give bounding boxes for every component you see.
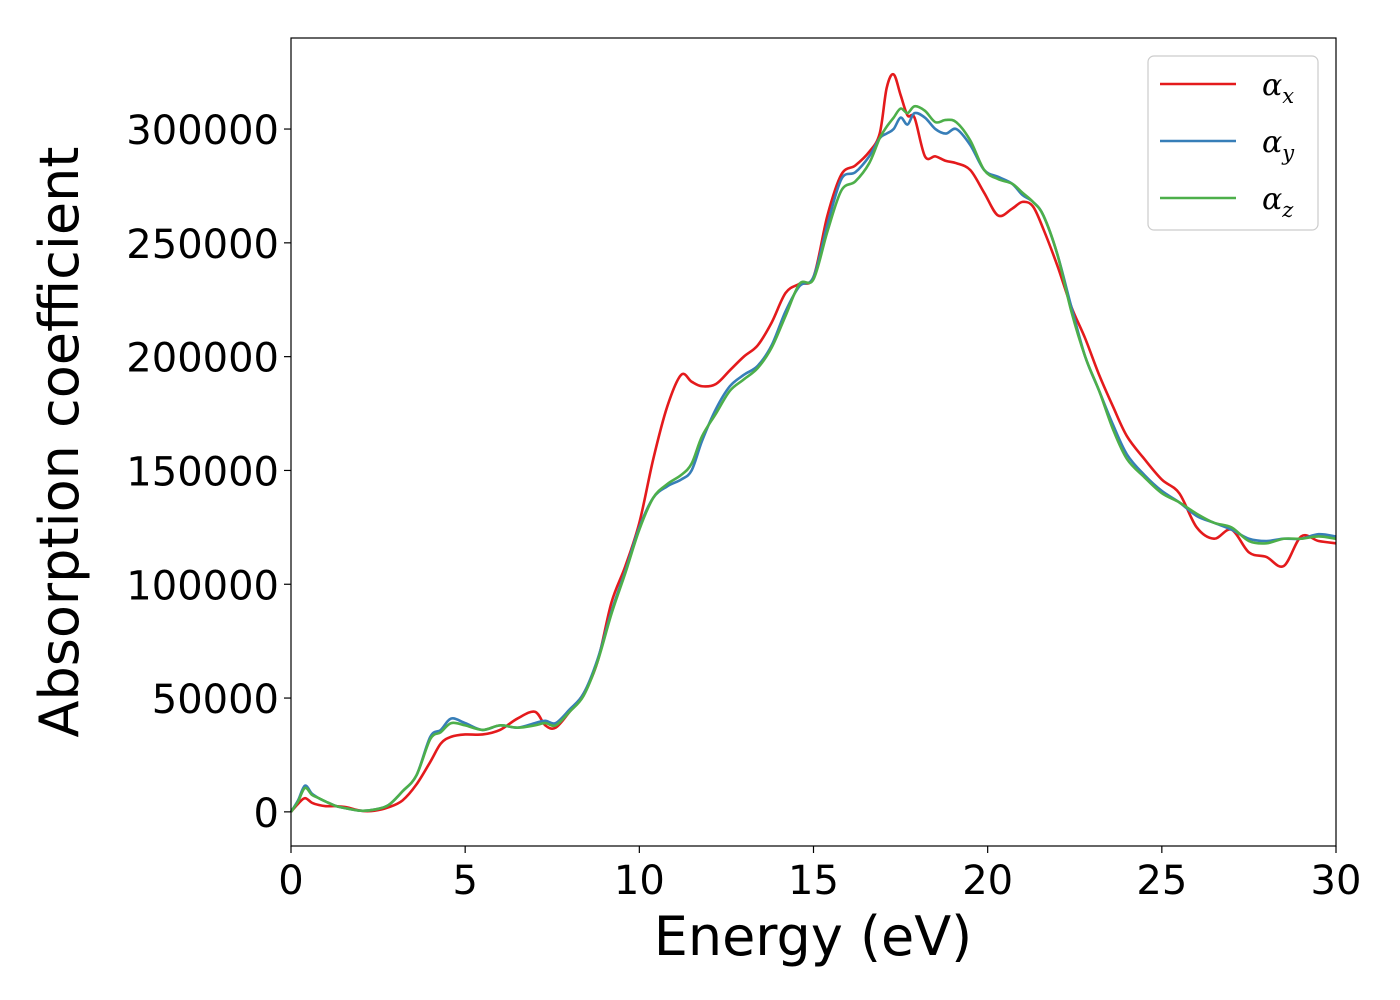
legend-label-z: αz <box>1262 182 1294 222</box>
legend-symbol: α <box>1262 125 1282 160</box>
x-tick-label: 10 <box>614 858 665 904</box>
legend-box <box>1147 55 1319 231</box>
legend-label-y: αy <box>1262 125 1295 165</box>
y-axis-ticks: 0 50000 100000 150000 200000 250000 300000 <box>126 108 291 837</box>
y-tick-label: 50000 <box>152 677 279 723</box>
legend-subscript: x <box>1282 84 1294 108</box>
y-axis-title: Absorption coefficient <box>28 147 91 738</box>
y-tick-label: 100000 <box>126 563 279 609</box>
x-axis-ticks: 0 5 10 15 20 25 30 <box>278 846 1361 904</box>
y-tick-label: 150000 <box>126 449 279 495</box>
legend-subscript: y <box>1281 141 1295 165</box>
x-tick-label: 15 <box>788 858 839 904</box>
y-tick-label: 300000 <box>126 108 279 154</box>
x-axis-title: Energy (eV) <box>654 905 973 968</box>
x-tick-label: 25 <box>1136 858 1187 904</box>
x-tick-label: 0 <box>278 858 303 904</box>
y-tick-label: 250000 <box>126 222 279 268</box>
x-tick-label: 30 <box>1311 858 1362 904</box>
legend-symbol: α <box>1262 182 1282 217</box>
series-layer <box>289 72 1337 813</box>
y-tick-label: 0 <box>254 791 279 837</box>
series-line-z <box>289 104 1337 813</box>
legend-symbol: α <box>1262 68 1282 103</box>
x-tick-label: 20 <box>962 858 1013 904</box>
legend-subscript: z <box>1281 198 1294 222</box>
y-tick-label: 200000 <box>126 336 279 382</box>
x-tick-label: 5 <box>452 858 477 904</box>
legend-label-x: αx <box>1262 68 1294 108</box>
